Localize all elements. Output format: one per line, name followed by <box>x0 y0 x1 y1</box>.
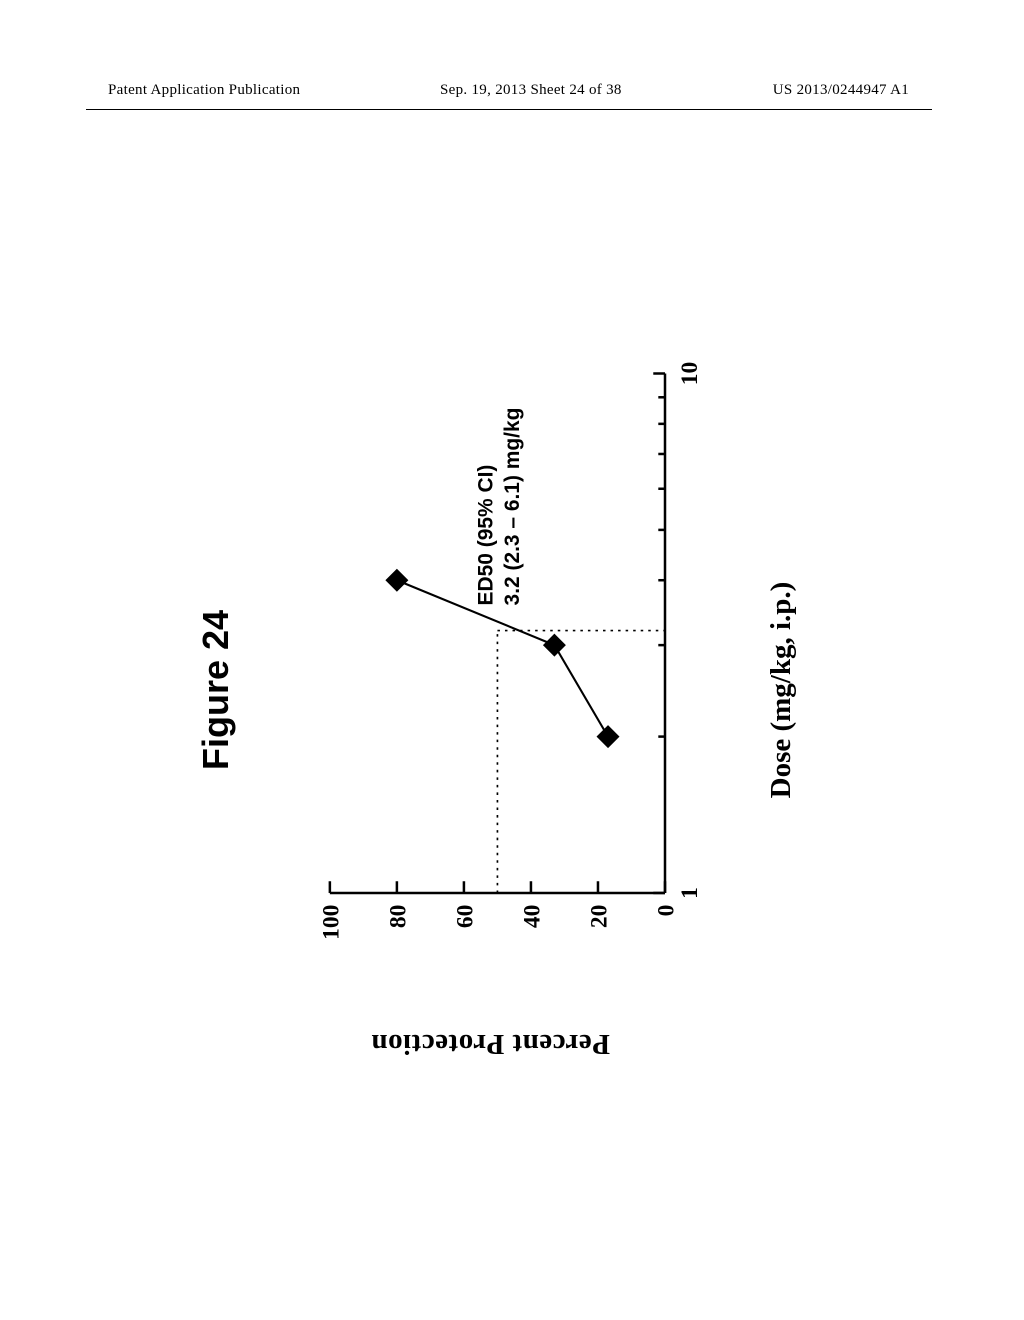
y-tick-label: 80 <box>385 905 411 928</box>
data-marker <box>597 726 619 748</box>
figure-container: Figure 24 Percent Protection Dose (mg/kg… <box>195 240 835 1140</box>
page-header: Patent Application Publication Sep. 19, … <box>0 82 1024 112</box>
header-middle-text: Sep. 19, 2013 Sheet 24 of 38 <box>440 82 622 99</box>
header-left-text: Patent Application Publication <box>108 82 300 99</box>
data-marker <box>544 634 566 656</box>
dose-response-chart: 0 20 40 60 80 100 1 10 ED50 (95% CI)3.2 (2.3 – 6… <box>310 340 710 960</box>
y-tick-label: 60 <box>452 905 478 928</box>
header-rule <box>86 109 932 110</box>
figure-title: Figure 24 <box>195 240 237 1140</box>
y-tick-label: 20 <box>586 905 612 928</box>
x-axis-label: Dose (mg/kg, i.p.) <box>765 240 798 1140</box>
data-marker <box>386 569 408 591</box>
y-tick-label: 0 <box>653 905 679 917</box>
ed50-annotation-line1: ED50 (95% CI) <box>474 465 497 606</box>
header-right-text: US 2013/0244947 A1 <box>773 82 909 99</box>
ed50-annotation-line2: 3.2 (2.3 – 6.1) mg/kg <box>501 408 524 606</box>
y-tick-label: 40 <box>519 905 545 928</box>
x-tick-label: 1 <box>677 887 703 899</box>
x-tick-label: 10 <box>677 362 703 385</box>
y-tick-label: 100 <box>318 905 344 940</box>
y-axis-label: Percent Protection <box>371 1027 610 1060</box>
